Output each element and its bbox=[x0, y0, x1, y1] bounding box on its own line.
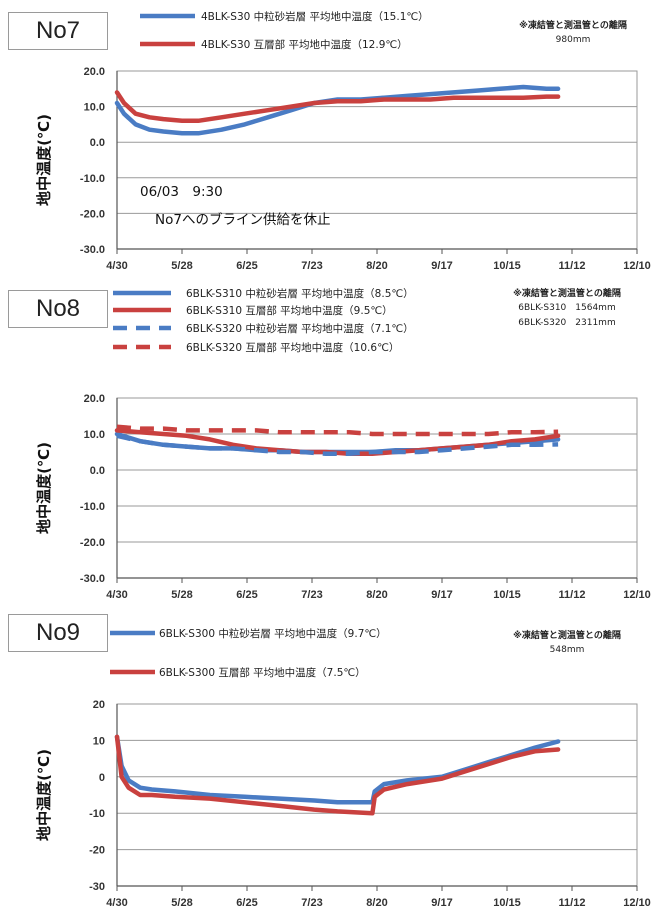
x-tick-label: 6/25 bbox=[236, 260, 257, 272]
y-tick-label: 20.0 bbox=[84, 393, 105, 405]
series-line-4 bbox=[116, 424, 559, 437]
legend-label: 6BLK-S300 互層部 平均地中温度（7.5℃） bbox=[159, 666, 366, 679]
chart-panel-no7: No7 20.0 10.0 0.0 -10.0 -20.0 -30.0 4/30 5/28 6/… bbox=[0, 0, 664, 280]
separation-note: 6BLK-S320 2311mm bbox=[518, 318, 615, 328]
panel-label: No9 bbox=[8, 614, 108, 652]
x-tick-label: 4/30 bbox=[106, 589, 127, 601]
y-tick-label: -10 bbox=[89, 808, 105, 820]
x-tick-label: 10/15 bbox=[493, 897, 521, 909]
separation-note: 980mm bbox=[556, 35, 591, 45]
y-tick-label: -30.0 bbox=[80, 573, 105, 585]
chart-panel-no9: No9 20 10 0 -10 -20 -30 4/30 5/28 6/25 7/23 8/20 9/… bbox=[0, 600, 664, 922]
x-tick-label: 10/15 bbox=[493, 589, 521, 601]
series-line-1 bbox=[114, 734, 561, 805]
plot-frame bbox=[116, 397, 638, 579]
legend-label: 4BLK-S30 互層部 平均地中温度（12.9℃） bbox=[201, 38, 408, 51]
panel-label: No7 bbox=[8, 12, 108, 50]
separation-note: ※凍結管と測温管との離隔 bbox=[513, 629, 621, 641]
y-tick-label: 10.0 bbox=[84, 429, 105, 441]
panel-label: No8 bbox=[8, 290, 108, 328]
x-tick-label: 8/20 bbox=[366, 589, 387, 601]
x-tick-label: 6/25 bbox=[236, 897, 257, 909]
x-tick-label: 4/30 bbox=[106, 897, 127, 909]
y-tick-label: 0.0 bbox=[90, 465, 105, 477]
legend-label: 6BLK-S310 中粒砂岩層 平均地中温度（8.5℃） bbox=[186, 287, 414, 300]
chart-annotation: No7へのブライン供給を休止 bbox=[155, 211, 330, 228]
separation-note: 6BLK-S310 1564mm bbox=[518, 303, 615, 313]
y-tick-label: 20 bbox=[93, 699, 105, 711]
legend-label: 6BLK-S320 互層部 平均地中温度（10.6℃） bbox=[186, 341, 399, 354]
separation-note: ※凍結管と測温管との離隔 bbox=[519, 19, 627, 31]
chart-annotation: 06/03 9:30 bbox=[140, 184, 223, 200]
y-axis-label: 地中温度(℃) bbox=[35, 749, 53, 841]
y-tick-label: -20.0 bbox=[80, 537, 105, 549]
y-tick-label: 0.0 bbox=[90, 137, 105, 149]
x-tick-label: 11/12 bbox=[559, 260, 586, 272]
x-tick-label: 9/17 bbox=[431, 589, 452, 601]
x-tick-label: 8/20 bbox=[366, 260, 387, 272]
y-tick-label: -30 bbox=[89, 881, 105, 893]
legend-label: 6BLK-S310 互層部 平均地中温度（9.5℃） bbox=[186, 304, 393, 317]
series-line-2 bbox=[114, 734, 561, 816]
x-tick-label: 5/28 bbox=[171, 260, 192, 272]
x-tick-label: 9/17 bbox=[431, 897, 452, 909]
x-tick-label: 12/10 bbox=[623, 897, 651, 909]
chart-svg: 20.0 10.0 0.0 -10.0 -20.0 -30.04/30 5/28 6/25 7/… bbox=[35, 287, 651, 601]
x-tick-label: 6/25 bbox=[236, 589, 257, 601]
x-tick-label: 5/28 bbox=[171, 589, 192, 601]
x-tick-label: 7/23 bbox=[301, 589, 322, 601]
y-tick-label: -10.0 bbox=[80, 501, 105, 513]
y-tick-label: -30.0 bbox=[80, 244, 105, 256]
legend-label: 6BLK-S320 中粒砂岩層 平均地中温度（7.1℃） bbox=[186, 322, 414, 335]
chart-panel-no8: No8 20.0 10.0 0.0 -10.0 -20.0 -30.0 4/30 5/28 6/… bbox=[0, 280, 664, 601]
y-tick-label: -20.0 bbox=[80, 208, 105, 220]
x-tick-label: 7/23 bbox=[301, 260, 322, 272]
y-tick-label: 10.0 bbox=[84, 102, 105, 114]
y-axis-label: 地中温度(℃) bbox=[35, 114, 53, 206]
x-tick-label: 10/15 bbox=[493, 260, 521, 272]
x-tick-label: 9/17 bbox=[431, 260, 452, 272]
separation-note: ※凍結管と測温管との離隔 bbox=[513, 287, 621, 299]
separation-note: 548mm bbox=[550, 645, 585, 655]
x-tick-label: 11/12 bbox=[559, 589, 586, 601]
series-line-1 bbox=[114, 84, 561, 136]
legend-label: 6BLK-S300 中粒砂岩層 平均地中温度（9.7℃） bbox=[159, 627, 387, 640]
x-tick-label: 12/10 bbox=[623, 260, 651, 272]
legend-label: 4BLK-S30 中粒砂岩層 平均地中温度（15.1℃） bbox=[201, 10, 429, 23]
series-line-2 bbox=[114, 90, 561, 124]
x-tick-label: 7/23 bbox=[301, 897, 322, 909]
y-axis-label: 地中温度(℃) bbox=[35, 442, 53, 534]
series-line-3 bbox=[116, 433, 559, 457]
x-tick-label: 5/28 bbox=[171, 897, 192, 909]
y-tick-label: 10 bbox=[93, 735, 105, 747]
chart-svg: 20.0 10.0 0.0 -10.0 -20.0 -30.04/30 5/28 6/25 7/… bbox=[35, 10, 651, 272]
y-tick-label: 20.0 bbox=[84, 66, 105, 78]
y-tick-label: -10.0 bbox=[80, 173, 105, 185]
x-tick-label: 4/30 bbox=[106, 260, 127, 272]
x-tick-label: 12/10 bbox=[623, 589, 651, 601]
y-tick-label: 0 bbox=[99, 772, 105, 784]
chart-svg: 20 10 0 -10 -20 -304/30 5/28 6/25 7/23 8/20 9/17 10… bbox=[35, 627, 651, 909]
y-tick-label: -20 bbox=[89, 845, 105, 857]
x-tick-label: 11/12 bbox=[559, 897, 586, 909]
x-tick-label: 8/20 bbox=[366, 897, 387, 909]
